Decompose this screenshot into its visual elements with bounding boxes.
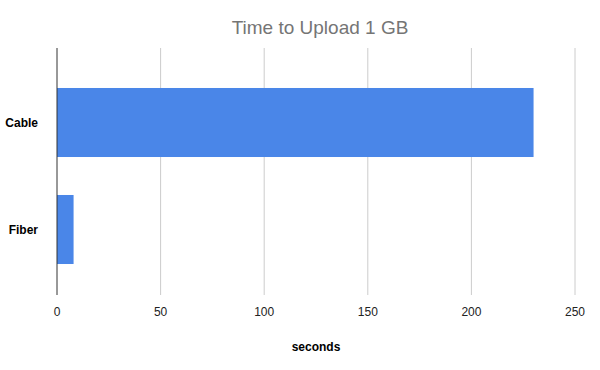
axis-title: seconds — [292, 340, 341, 354]
tick-label: 200 — [461, 305, 481, 319]
tick-label: 100 — [254, 305, 274, 319]
bar — [57, 195, 74, 264]
tick-label: 250 — [565, 305, 585, 319]
title: Time to Upload 1 GB — [232, 17, 409, 38]
category-label: Cable — [5, 116, 38, 130]
bar — [57, 88, 534, 157]
tick-label: 150 — [358, 305, 378, 319]
axis-line — [57, 48, 58, 295]
category-label: Fiber — [9, 223, 39, 237]
tick-label: 0 — [54, 305, 61, 319]
grid-line — [160, 48, 161, 295]
grid-line — [264, 48, 265, 295]
grid-line — [471, 48, 472, 295]
tick-label: 50 — [154, 305, 168, 319]
chart: Time to Upload 1 GB 0 50 100 150 200 250 Cable F… — [0, 0, 600, 370]
grid-line — [575, 48, 576, 295]
grid-line — [367, 48, 368, 295]
